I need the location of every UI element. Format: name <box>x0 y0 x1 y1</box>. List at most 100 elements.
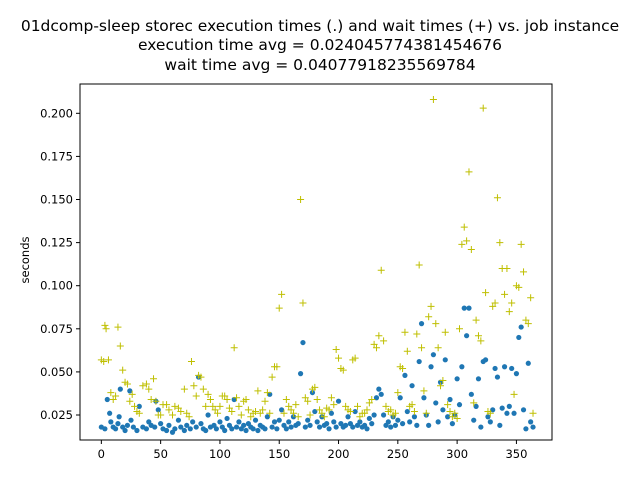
wait-point <box>268 373 276 381</box>
execution-point <box>461 305 467 311</box>
wait-point <box>486 409 494 417</box>
wait-point <box>311 383 319 391</box>
execution-point <box>421 395 427 401</box>
execution-point <box>163 427 170 434</box>
execution-point <box>295 421 301 427</box>
execution-point <box>501 364 508 370</box>
execution-point <box>456 402 463 408</box>
execution-point <box>224 415 230 422</box>
execution-point <box>445 414 451 420</box>
wait-point <box>112 392 120 400</box>
execution-point <box>530 424 536 430</box>
execution-point <box>466 305 472 311</box>
execution-point <box>468 391 474 397</box>
wait-point <box>123 380 131 388</box>
wait-point <box>152 397 160 405</box>
execution-point <box>350 424 356 430</box>
wait-point <box>273 363 281 371</box>
wait-point <box>199 385 207 393</box>
execution-point <box>399 421 406 427</box>
execution-point <box>506 403 512 409</box>
wait-point <box>275 304 283 312</box>
wait-point <box>102 325 110 333</box>
execution-point <box>184 422 190 428</box>
wait-point <box>372 344 380 352</box>
wait-point <box>330 401 338 409</box>
wait-point <box>425 313 433 321</box>
execution-point <box>528 419 534 425</box>
execution-point <box>279 407 285 413</box>
y-tick-label: 0.150 <box>40 193 73 207</box>
execution-point <box>414 422 420 428</box>
execution-point <box>143 426 150 432</box>
execution-times-series <box>98 305 536 435</box>
wait-point <box>185 413 193 421</box>
execution-point <box>286 419 292 425</box>
execution-point <box>229 426 235 432</box>
wait-point <box>399 364 407 372</box>
wait-point <box>145 385 153 393</box>
execution-point <box>288 424 294 430</box>
execution-point <box>187 426 193 432</box>
execution-point <box>172 426 178 432</box>
y-tick-label: 0.200 <box>40 106 73 120</box>
wait-point <box>477 337 485 345</box>
execution-point <box>213 426 219 432</box>
wait-point <box>114 323 122 331</box>
execution-point <box>178 424 184 430</box>
execution-point <box>328 410 335 416</box>
execution-point <box>130 424 136 430</box>
execution-point <box>352 408 358 415</box>
execution-point <box>430 352 437 358</box>
y-axis-label: seconds <box>18 236 32 283</box>
wait-point <box>465 168 473 176</box>
execution-point <box>411 414 418 420</box>
wait-point <box>101 321 109 329</box>
execution-point <box>205 412 211 418</box>
wait-point <box>263 389 271 397</box>
wait-point <box>261 397 269 405</box>
wait-point <box>529 409 537 417</box>
execution-point <box>193 424 199 430</box>
execution-point <box>300 339 306 346</box>
chart-title: 01dcomp-sleep storec execution times (.)… <box>21 17 619 74</box>
wait-point <box>259 406 267 414</box>
x-tick-label: 200 <box>328 447 350 461</box>
wait-point <box>505 308 513 316</box>
execution-point <box>499 405 505 411</box>
wait-point <box>157 411 165 419</box>
y-tick-label: 0.175 <box>40 149 73 163</box>
wait-point <box>278 290 286 298</box>
x-axis-ticks: 0 50 100 150 200 250 300 350 <box>98 440 527 461</box>
wait-point <box>306 411 314 419</box>
wait-point <box>346 408 354 416</box>
wait-point <box>458 240 466 248</box>
execution-point <box>376 386 382 392</box>
execution-point <box>274 426 280 432</box>
wait-point <box>325 406 333 414</box>
x-tick-label: 150 <box>268 447 290 461</box>
wait-point <box>214 409 222 417</box>
wait-point <box>230 344 238 352</box>
execution-point <box>276 417 282 423</box>
wait-point <box>515 283 523 291</box>
wait-point <box>432 320 440 328</box>
wait-point <box>142 380 150 388</box>
execution-point <box>175 417 182 423</box>
wait-point <box>332 345 340 353</box>
wait-point <box>455 325 463 333</box>
wait-point <box>244 406 252 414</box>
plot-area <box>97 96 537 435</box>
wait-point <box>131 402 139 410</box>
wait-point <box>524 320 532 328</box>
wait-point <box>496 239 504 247</box>
wait-point <box>335 354 343 362</box>
execution-point <box>494 374 501 380</box>
execution-point <box>316 424 323 430</box>
execution-point <box>326 426 332 432</box>
execution-point <box>262 426 268 432</box>
y-tick-label: 0.050 <box>40 365 73 379</box>
execution-point <box>482 357 489 363</box>
x-tick-label: 300 <box>446 447 468 461</box>
